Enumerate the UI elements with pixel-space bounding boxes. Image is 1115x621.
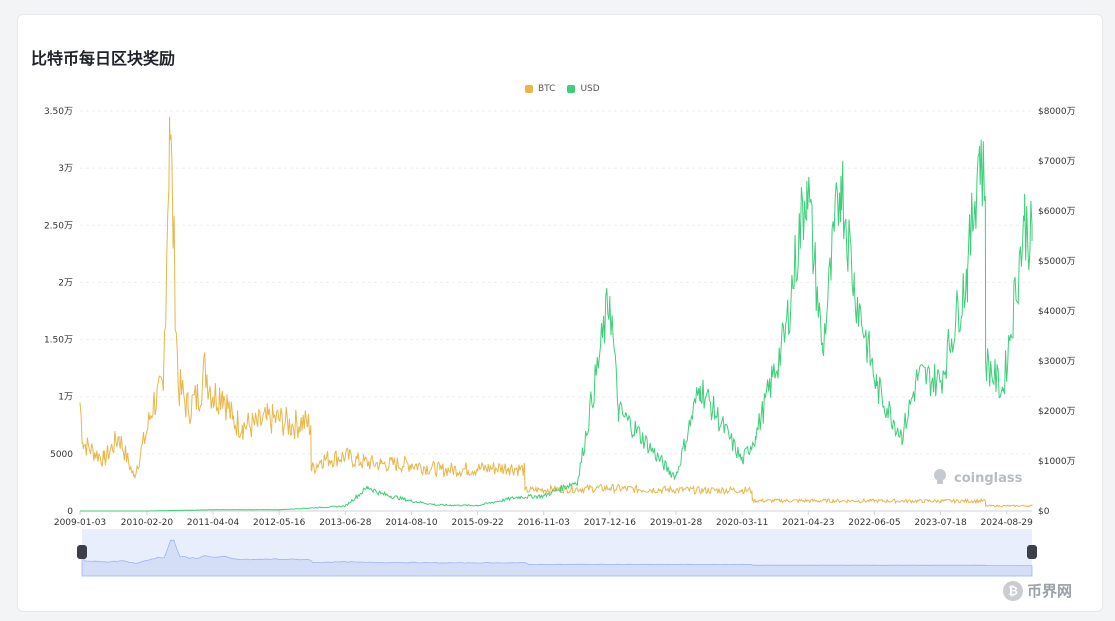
y-right-tick-label: $6000万 bbox=[1038, 207, 1076, 217]
navigator-handle-right[interactable] bbox=[1027, 545, 1037, 559]
chart-legend: BTC USD bbox=[525, 84, 600, 94]
y-left-tick-label: 5000 bbox=[50, 450, 73, 460]
x-tick-label: 2021-04-23 bbox=[782, 518, 834, 528]
x-tick-label: 2013-06-28 bbox=[319, 518, 372, 528]
x-tick-label: 2020-03-11 bbox=[716, 518, 768, 528]
y-right-tick-label: $1000万 bbox=[1038, 457, 1076, 467]
x-tick-label: 2019-01-28 bbox=[650, 518, 703, 528]
page-title: 比特币每日区块奖励 bbox=[31, 49, 176, 68]
x-tick-label: 2015-09-22 bbox=[451, 518, 503, 528]
y-right-tick-label: $2000万 bbox=[1038, 407, 1076, 417]
y-right-tick-label: $5000万 bbox=[1038, 257, 1076, 267]
y-left-tick-label: 3万 bbox=[58, 164, 73, 174]
y-right-tick-label: $7000万 bbox=[1038, 157, 1076, 167]
y-left-tick-label: 2万 bbox=[58, 278, 73, 288]
x-tick-label: 2016-11-03 bbox=[518, 518, 570, 528]
x-tick-label: 2014-08-10 bbox=[385, 518, 438, 528]
footer-logo: ₿ 币界网 bbox=[1003, 580, 1072, 601]
x-tick-label: 2009-01-03 bbox=[54, 518, 106, 528]
legend-label-usd: USD bbox=[580, 84, 600, 94]
legend-item-btc[interactable]: BTC bbox=[525, 84, 555, 94]
legend-swatch-btc bbox=[525, 85, 533, 93]
y-left-tick-label: 0 bbox=[67, 507, 73, 517]
navigator-handle-left[interactable] bbox=[77, 545, 87, 559]
y-left-tick-label: 2.50万 bbox=[44, 221, 73, 231]
y-right-tick-label: $8000万 bbox=[1038, 107, 1076, 117]
watermark: coinglass bbox=[930, 466, 1022, 490]
y-right-tick-label: $0 bbox=[1038, 507, 1050, 517]
watermark-icon bbox=[930, 466, 950, 490]
legend-item-usd[interactable]: USD bbox=[567, 84, 600, 94]
legend-swatch-usd bbox=[567, 85, 576, 93]
y-left-tick-label: 1万 bbox=[58, 393, 73, 403]
x-tick-label: 2022-06-05 bbox=[848, 518, 900, 528]
y-right-tick-label: $3000万 bbox=[1038, 357, 1076, 367]
navigator-mini-series bbox=[81, 539, 1033, 577]
x-tick-label: 2024-08-29 bbox=[981, 518, 1034, 528]
x-tick-label: 2010-02-20 bbox=[121, 518, 174, 528]
x-tick-label: 2012-05-16 bbox=[253, 518, 306, 528]
series-line-btc bbox=[79, 116, 1033, 508]
x-tick-label: 2023-07-18 bbox=[914, 518, 967, 528]
y-left-tick-label: 3.50万 bbox=[44, 107, 73, 117]
coin-icon: ₿ bbox=[1003, 580, 1023, 601]
x-tick-label: 2011-04-04 bbox=[187, 518, 240, 528]
watermark-text: coinglass bbox=[954, 470, 1023, 486]
chart-card: 比特币每日区块奖励 BTC USD bbox=[17, 14, 1103, 612]
footer-logo-text: 币界网 bbox=[1027, 582, 1073, 600]
y-right-tick-label: $4000万 bbox=[1038, 307, 1076, 317]
y-left-tick-label: 1.50万 bbox=[44, 336, 73, 346]
series-line-usd bbox=[80, 139, 1033, 512]
x-tick-label: 2017-12-16 bbox=[584, 518, 637, 528]
legend-label-btc: BTC bbox=[538, 84, 556, 94]
